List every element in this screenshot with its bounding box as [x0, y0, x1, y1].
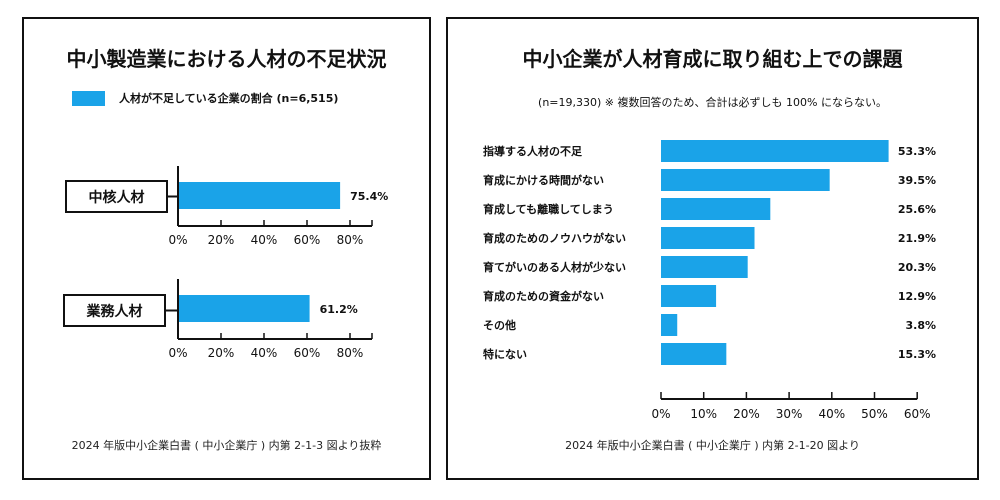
right-chart-title: 中小企業が人材育成に取り組む上での課題: [522, 47, 903, 71]
category-label: 育成にかける時間がない: [483, 173, 604, 187]
right-bar-chart: 指導する人材の不足 53.3% 育成にかける時間がない 39.5% 育成しても離職してし…: [483, 140, 936, 421]
bar: [661, 140, 889, 162]
value-label: 3.8%: [905, 319, 936, 332]
x-tick-label: 0%: [168, 233, 187, 247]
x-tick-label: 20%: [733, 407, 760, 421]
category-label: 育成のための資金がない: [483, 289, 604, 303]
left-chart-title: 中小製造業における人材の不足状況: [66, 47, 387, 71]
x-tick-label: 40%: [251, 346, 278, 360]
category-label: 中核人材: [89, 189, 145, 206]
right-sample-note: (n=19,330) ※ 複数回答のため、合計は必ずしも 100% にならない。: [538, 96, 887, 109]
category-label: 育てがいのある人材が少ない: [483, 260, 626, 274]
category-label: 育成しても離職してしまう: [483, 202, 614, 216]
x-tick-label: 10%: [690, 407, 717, 421]
right-source-note: 2024 年版中小企業白書 ( 中小企業庁 ) 内第 2-1-20 図より: [565, 439, 860, 452]
value-label: 61.2%: [320, 303, 358, 316]
legend-label: 人材が不足している企業の割合 (n=6,515): [119, 92, 339, 105]
left-chart-panel: 中小製造業における人材の不足状況 人材が不足している企業の割合 (n=6,515…: [22, 17, 431, 480]
value-label: 39.5%: [898, 174, 936, 187]
bar: [661, 314, 678, 336]
legend-swatch: [72, 90, 105, 106]
bar: [178, 295, 310, 322]
value-label: 21.9%: [898, 232, 936, 245]
x-tick-label: 80%: [337, 346, 364, 360]
x-tick-label: 20%: [208, 233, 235, 247]
value-label: 75.4%: [350, 190, 388, 203]
x-tick-label: 80%: [337, 233, 364, 247]
bar: [661, 169, 830, 191]
x-tick-label: 20%: [208, 346, 235, 360]
left-source-note: 2024 年版中小企業白書 ( 中小企業庁 ) 内第 2-1-3 図より抜粋: [71, 439, 382, 452]
value-label: 25.6%: [898, 203, 936, 216]
x-tick-label: 60%: [294, 346, 321, 360]
left-legend: 人材が不足している企業の割合 (n=6,515): [72, 90, 338, 106]
x-tick-label: 0%: [168, 346, 187, 360]
bar: [661, 285, 717, 307]
bar: [178, 182, 341, 209]
category-label: 業務人材: [86, 303, 143, 320]
x-tick-label: 40%: [818, 407, 845, 421]
x-tick-label: 60%: [294, 233, 321, 247]
bar: [661, 256, 748, 278]
category-label: 育成のためのノウハウがない: [483, 231, 626, 245]
x-tick-label: 30%: [776, 407, 803, 421]
value-label: 53.3%: [898, 145, 936, 158]
left-bar-chart: 中核人材 75.4% 0% 20% 40% 60% 80% 業務人材 61.2% 0% 20% 40%…: [63, 166, 388, 360]
value-label: 12.9%: [898, 290, 936, 303]
right-chart-panel: 中小企業が人材育成に取り組む上での課題 (n=19,330) ※ 複数回答のため…: [446, 17, 979, 480]
bar: [661, 198, 771, 220]
category-label: その他: [483, 318, 516, 332]
value-label: 20.3%: [898, 261, 936, 274]
x-tick-label: 40%: [251, 233, 278, 247]
category-label: 指導する人材の不足: [483, 144, 583, 158]
value-label: 15.3%: [898, 348, 936, 361]
category-label: 特にない: [483, 347, 527, 361]
bar: [661, 343, 727, 365]
bar: [661, 227, 755, 249]
x-tick-label: 50%: [861, 407, 888, 421]
x-tick-label: 60%: [904, 407, 931, 421]
x-tick-label: 0%: [651, 407, 670, 421]
